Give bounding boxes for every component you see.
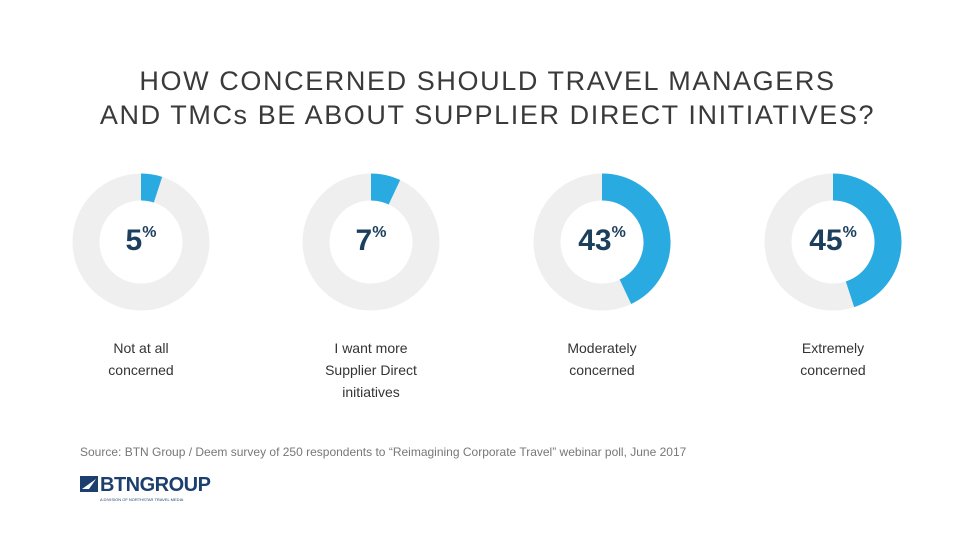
donut-segment: [832, 173, 902, 308]
logo: BTNGROUP A DIVISION OF NORTHSTAR TRAVEL …: [80, 474, 211, 502]
logo-tagline: A DIVISION OF NORTHSTAR TRAVEL MEDIA: [100, 497, 184, 502]
value-label: 7%: [356, 224, 387, 257]
donut-segment: [601, 173, 671, 304]
value-label: 43%: [578, 224, 626, 257]
category-label: I want more Supplier Direct initiatives: [325, 340, 417, 400]
category-label: Moderately concerned: [567, 340, 637, 378]
donut-segment: [140, 173, 163, 203]
logo-name: BTNGROUP: [100, 474, 211, 496]
value-label: 45%: [809, 224, 857, 257]
value-label: 5%: [126, 224, 157, 257]
source-note: Source: BTN Group / Deem survey of 250 r…: [80, 445, 687, 459]
category-label: Not at all concerned: [108, 340, 174, 378]
logo-icon: [80, 476, 98, 492]
chart-title: AND TMCs BE ABOUT SUPPLIER DIRECT INITIA…: [99, 100, 876, 130]
donut-segment: [370, 173, 401, 205]
chart-title: HOW CONCERNED SHOULD TRAVEL MANAGERS: [139, 66, 836, 96]
category-label: Extremely concerned: [800, 340, 866, 378]
